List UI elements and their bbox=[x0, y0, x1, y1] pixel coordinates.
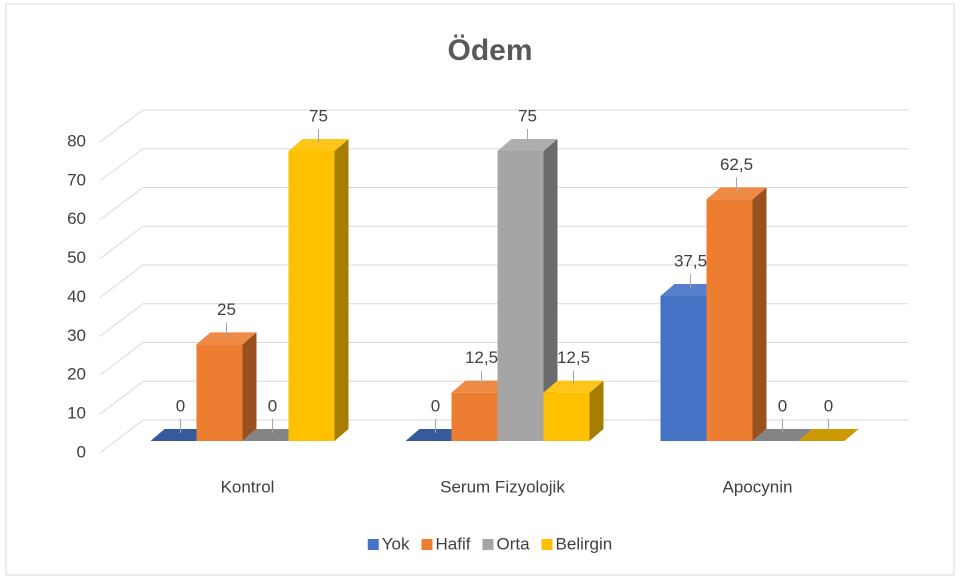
bar bbox=[706, 199, 753, 441]
bar-top bbox=[660, 284, 721, 296]
data-label: 75 bbox=[309, 106, 328, 125]
legend: Yok Hafif Orta Belirgin bbox=[367, 534, 613, 553]
x-tick-label: Kontrol bbox=[221, 477, 275, 496]
y-tick-label: 60 bbox=[67, 209, 86, 228]
data-label: 62,5 bbox=[720, 155, 753, 174]
y-tick-label: 0 bbox=[77, 442, 86, 461]
data-label: 0 bbox=[431, 396, 440, 415]
bar-side bbox=[242, 332, 257, 441]
bar-top bbox=[242, 429, 303, 441]
bar-top bbox=[451, 380, 512, 393]
chart-frame bbox=[5, 3, 955, 576]
data-label: 12,5 bbox=[557, 348, 590, 367]
bar-top bbox=[497, 139, 558, 151]
bar-top bbox=[543, 380, 604, 393]
grid-line bbox=[99, 419, 908, 454]
grid-line bbox=[99, 148, 908, 182]
bar bbox=[543, 392, 590, 441]
y-tick-label: 20 bbox=[67, 365, 86, 384]
data-label: 25 bbox=[217, 300, 236, 319]
y-tick-label: 70 bbox=[67, 170, 86, 189]
bar-top bbox=[405, 429, 466, 441]
bar-side bbox=[589, 380, 604, 441]
data-label: 0 bbox=[176, 396, 185, 415]
bar-side bbox=[752, 187, 767, 441]
y-tick-label: 10 bbox=[67, 404, 86, 423]
legend-swatch bbox=[367, 539, 379, 550]
bar bbox=[196, 344, 243, 441]
data-label: 0 bbox=[778, 396, 787, 415]
bar-top bbox=[150, 429, 211, 441]
bar bbox=[288, 151, 335, 441]
data-label: 12,5 bbox=[465, 348, 498, 367]
data-label: 0 bbox=[824, 396, 833, 415]
bar-side bbox=[334, 139, 349, 441]
grid-line bbox=[99, 187, 908, 221]
x-tick-label: Serum Fizyolojik bbox=[440, 477, 565, 496]
grid-line bbox=[99, 303, 908, 337]
y-tick-label: 40 bbox=[67, 287, 86, 306]
bar-top bbox=[196, 332, 257, 345]
bar-top bbox=[706, 187, 767, 200]
legend-label: Hafif bbox=[436, 534, 471, 553]
bar-side bbox=[543, 139, 558, 441]
y-tick-label: 50 bbox=[67, 248, 86, 267]
bar-top bbox=[752, 429, 813, 441]
bar bbox=[451, 392, 498, 441]
legend-label: Yok bbox=[382, 534, 410, 553]
legend-swatch bbox=[541, 539, 553, 550]
grid-line bbox=[99, 109, 908, 143]
legend-swatch bbox=[421, 539, 433, 550]
legend-swatch bbox=[482, 539, 494, 550]
data-label: 75 bbox=[518, 106, 537, 125]
grid-line bbox=[99, 342, 908, 376]
bar-top bbox=[288, 139, 349, 151]
x-tick-label: Apocynin bbox=[723, 477, 793, 496]
bar bbox=[497, 151, 544, 441]
data-label: 0 bbox=[268, 396, 277, 415]
chart-title: Ödem bbox=[447, 34, 532, 67]
legend-label: Orta bbox=[496, 534, 530, 553]
legend-label: Belirgin bbox=[556, 534, 613, 553]
bar bbox=[660, 296, 707, 441]
data-label: 37,5 bbox=[674, 251, 707, 270]
grid-line bbox=[99, 380, 908, 415]
y-tick-label: 80 bbox=[67, 131, 86, 150]
grid-line bbox=[99, 225, 908, 260]
bar-top bbox=[798, 429, 859, 441]
y-tick-label: 30 bbox=[67, 326, 86, 345]
grid-line bbox=[99, 264, 908, 298]
